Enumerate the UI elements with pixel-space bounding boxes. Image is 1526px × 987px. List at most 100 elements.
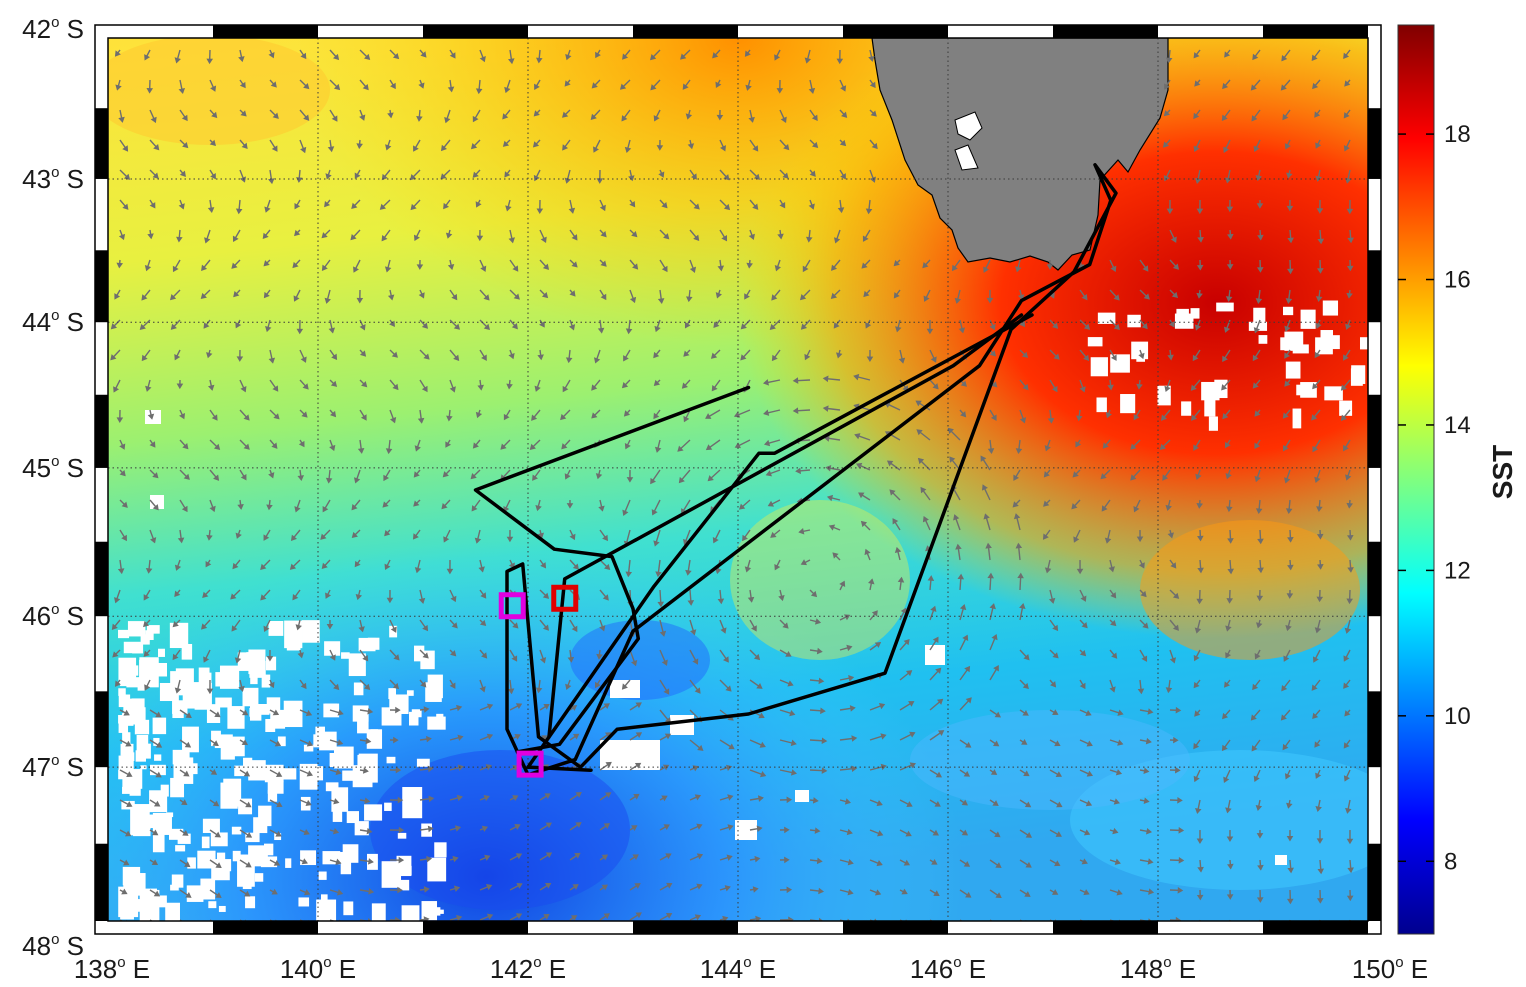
current-vector-head — [1251, 115, 1258, 122]
current-vector-head — [963, 770, 971, 777]
current-vector-head — [1133, 413, 1140, 421]
current-vector-head — [1196, 598, 1203, 605]
current-vector-head — [804, 57, 812, 64]
current-vector-head — [935, 771, 943, 778]
current-vector-head — [207, 207, 215, 213]
current-vector-head — [181, 505, 188, 513]
current-vector-head — [453, 885, 461, 892]
current-vector-head — [600, 260, 607, 267]
current-vector-head — [301, 411, 308, 418]
current-vector-head — [184, 861, 191, 868]
current-vector-head — [505, 205, 512, 212]
current-vector-head — [367, 858, 374, 865]
current-vector-head — [561, 443, 568, 450]
cloud-gap — [1090, 357, 1108, 377]
current-vector-head — [1022, 682, 1029, 690]
current-vector-head — [1083, 323, 1091, 330]
current-vector-head — [600, 231, 607, 238]
current-vector-head — [537, 354, 544, 361]
current-vector-head — [776, 88, 784, 94]
current-vector-head — [272, 112, 279, 119]
axis-tick-label: 146o E — [910, 954, 986, 984]
current-vector-head — [786, 796, 793, 804]
current-vector-head — [1347, 867, 1354, 874]
current-vector-head — [1255, 804, 1263, 812]
current-vector-head — [967, 924, 971, 928]
current-vector-head — [203, 656, 210, 663]
current-vector-head — [529, 443, 536, 450]
cloud-gap — [735, 820, 757, 840]
cloud-gap — [267, 781, 284, 794]
cloud-gap — [202, 818, 220, 833]
frame-check — [1368, 691, 1381, 768]
current-vector-head — [878, 703, 886, 710]
current-vector-head — [769, 323, 776, 331]
current-vector-head — [359, 350, 367, 357]
current-vector-head — [932, 383, 939, 390]
current-vector-head — [705, 413, 712, 419]
current-vector-head — [156, 923, 160, 927]
current-vector-head — [1196, 292, 1203, 299]
current-vector-head — [212, 740, 219, 747]
current-vector-head — [572, 733, 580, 740]
current-vector-head — [771, 294, 778, 301]
current-vector-head — [725, 685, 732, 692]
current-vector-head — [635, 912, 642, 919]
current-vector-head — [753, 653, 761, 661]
current-vector-head — [965, 741, 972, 748]
current-vector-head — [1343, 775, 1350, 782]
current-vector-head — [410, 203, 417, 211]
current-vector-head — [756, 683, 763, 689]
cloud-gap — [303, 744, 314, 752]
current-vector-head — [792, 407, 799, 414]
current-vector-head — [949, 456, 956, 463]
current-vector-head — [782, 172, 789, 179]
current-vector-head — [395, 706, 401, 714]
current-vector-head — [381, 173, 388, 181]
cloud-gap — [425, 682, 442, 702]
current-vector-head — [720, 627, 727, 634]
current-vector-head — [149, 441, 156, 448]
current-vector-head — [303, 829, 310, 836]
cloud-gap — [436, 713, 444, 720]
current-vector-head — [770, 531, 777, 538]
current-vector-head — [397, 886, 403, 894]
current-vector-head — [243, 443, 250, 450]
current-vector-head — [421, 385, 428, 393]
current-vector-head — [503, 413, 510, 421]
current-vector-head — [470, 143, 478, 150]
current-vector-head — [1316, 533, 1324, 540]
current-vector-head — [540, 236, 547, 243]
current-vector-head — [1138, 352, 1145, 360]
current-vector-head — [560, 413, 567, 421]
current-vector-head — [1193, 52, 1200, 59]
current-vector-head — [241, 739, 249, 746]
current-vector-head — [211, 414, 218, 421]
current-vector-head — [987, 572, 994, 579]
current-vector-head — [1254, 653, 1261, 660]
current-vector-head — [155, 711, 162, 718]
ship-track-line — [473, 385, 751, 754]
current-vector-head — [274, 740, 282, 747]
current-vector-head — [655, 571, 662, 578]
current-vector-head — [532, 141, 540, 148]
cloud-gap — [338, 851, 346, 863]
current-vector-head — [542, 592, 550, 599]
current-vector-head — [1177, 887, 1184, 894]
current-vector-head — [1108, 566, 1115, 573]
current-vector-head — [393, 654, 400, 661]
cloud-gap — [169, 622, 189, 649]
current-vector-head — [456, 704, 463, 712]
current-vector-head — [1083, 889, 1090, 896]
current-vector-head — [333, 798, 340, 805]
current-vector-head — [1047, 417, 1055, 424]
current-vector-head — [1227, 538, 1234, 544]
current-vector-head — [366, 827, 373, 835]
current-vector-head — [619, 83, 627, 90]
current-vector-head — [240, 110, 247, 117]
current-vector-head — [1168, 321, 1175, 328]
current-vector-head — [241, 142, 248, 149]
current-vector-head — [241, 709, 249, 716]
current-vector-head — [457, 734, 464, 741]
current-vector-head — [960, 411, 967, 418]
